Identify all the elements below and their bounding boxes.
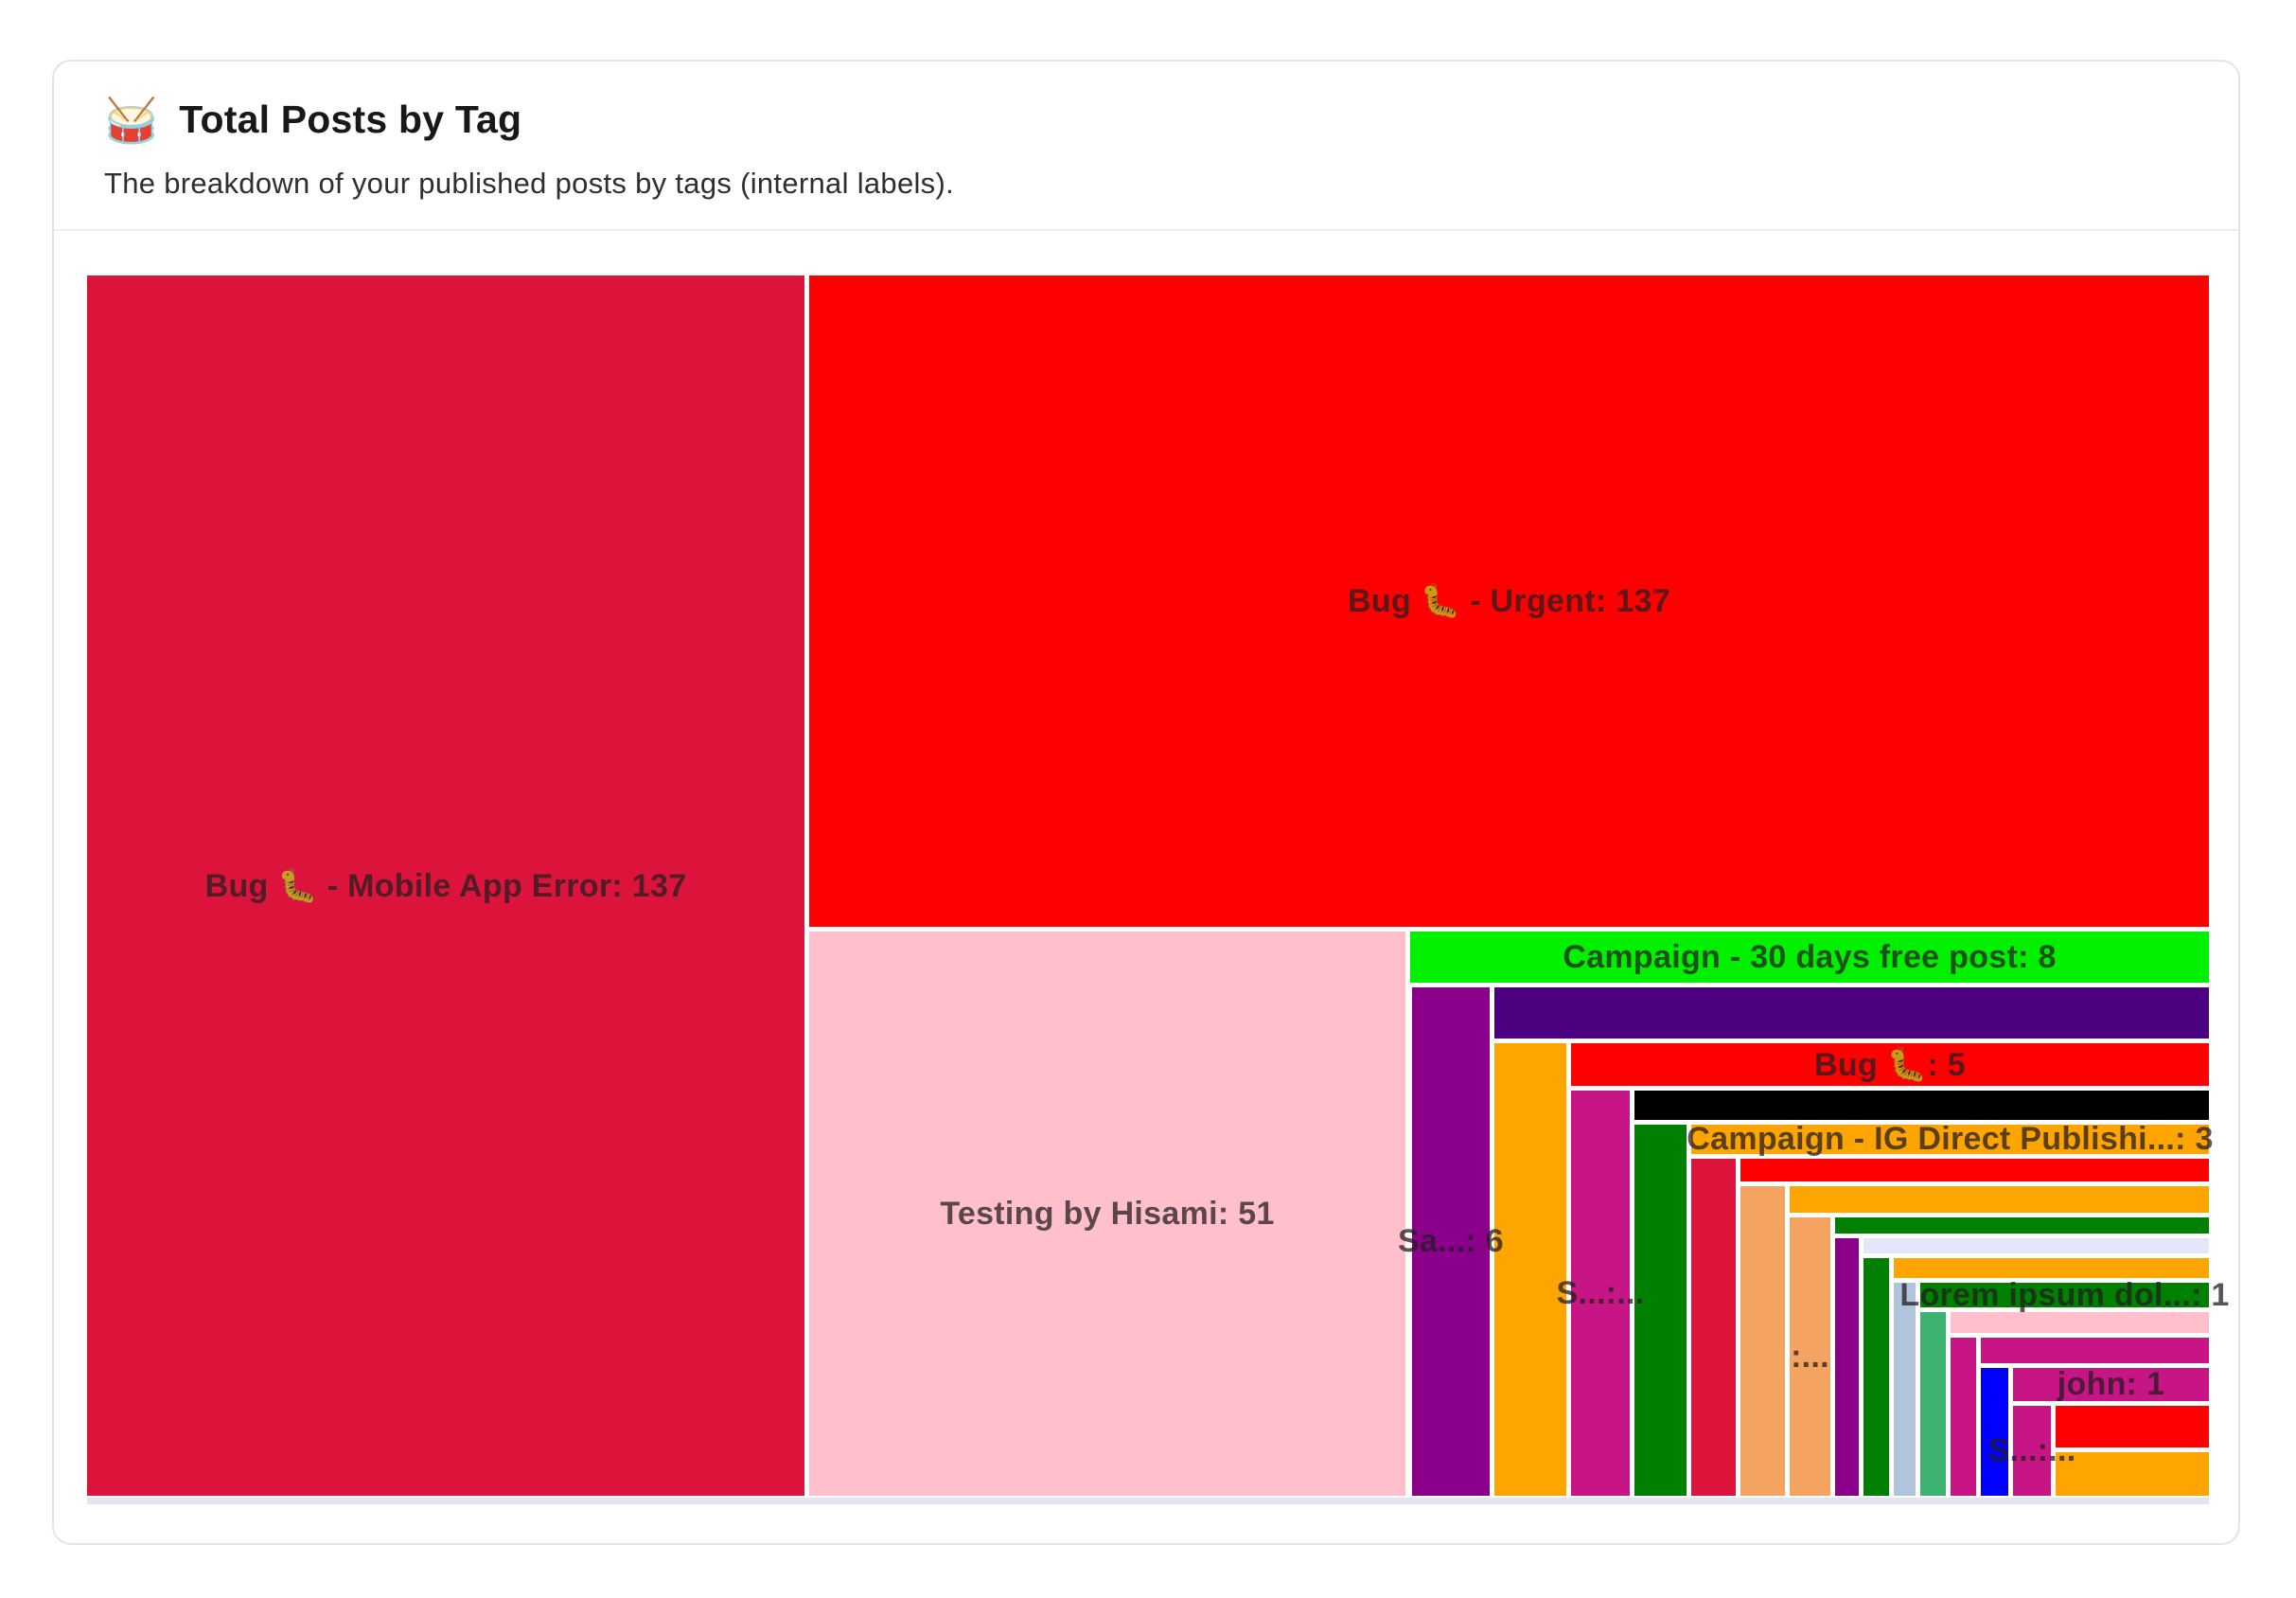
cell-orange-strip-1[interactable]	[1494, 1043, 1566, 1496]
cell-magenta-strip-3-label: S...:...	[1987, 1432, 2076, 1468]
cell-campaign-30-days[interactable]: Campaign - 30 days free post: 8	[1410, 932, 2209, 983]
cell-lorem-ipsum[interactable]: Lorem ipsum dol...: 1	[1899, 1277, 2229, 1313]
cell-green-strip-2[interactable]	[1863, 1258, 1889, 1496]
cell-magenta-strip-1-label: S...:...	[1556, 1274, 1645, 1311]
cell-sa-6-label: Sa...: 6	[1398, 1223, 1505, 1259]
cell-john-1-label: john: 1	[2057, 1366, 2165, 1402]
cell-seagreen-strip[interactable]	[1920, 1312, 1946, 1496]
cell-bug-urgent[interactable]: Bug 🐛 - Urgent: 137	[809, 275, 2209, 927]
cell-sandy-strip-1[interactable]	[1740, 1186, 1785, 1496]
cell-testing-by-hisami-label: Testing by Hisami: 51	[940, 1195, 1275, 1232]
cell-purple-strip-2[interactable]	[1835, 1238, 1859, 1496]
total-posts-by-tag-card: 🥁 Total Posts by Tag The breakdown of yo…	[52, 60, 2240, 1545]
cell-magenta-strip-1[interactable]: S...:...	[1556, 1091, 1644, 1496]
cell-bug-mobile-app-error[interactable]: Bug 🐛 - Mobile App Error: 137	[87, 275, 804, 1496]
cell-bug-mobile-app-error-label: Bug 🐛 - Mobile App Error: 137	[204, 867, 687, 904]
treemap-baseline	[87, 1498, 2209, 1504]
page-title: Total Posts by Tag	[179, 98, 522, 141]
cell-red-bar-corner[interactable]	[2056, 1406, 2209, 1447]
cell-sandy-strip-2[interactable]: :...	[1790, 1217, 1830, 1496]
cell-magenta-strip-3[interactable]: S...:...	[1987, 1406, 2075, 1496]
cell-crimson-strip[interactable]	[1691, 1159, 1736, 1496]
cell-bug-5-label: Bug 🐛: 5	[1814, 1046, 1966, 1083]
cell-pink-bar[interactable]	[1951, 1312, 2209, 1333]
cell-orange-bar-3[interactable]	[1894, 1258, 2209, 1278]
cell-campaign-30-days-label: Campaign - 30 days free post: 8	[1563, 938, 2057, 975]
cell-lightsteelblue-strip[interactable]	[1894, 1283, 1916, 1496]
cell-campaign-ig-direct-label: Campaign - IG Direct Publishi...: 3	[1687, 1121, 2214, 1157]
cell-orange-bar-2[interactable]	[1790, 1186, 2209, 1213]
title-row: 🥁 Total Posts by Tag	[104, 98, 2185, 142]
cell-campaign-ig-direct[interactable]: Campaign - IG Direct Publishi...: 3	[1687, 1121, 2213, 1157]
cell-orange-bar-corner[interactable]	[2056, 1452, 2209, 1496]
treemap-chart: Bug 🐛 - Mobile App Error: 137 Bug 🐛 - Urg…	[87, 275, 2229, 1504]
cell-bug-urgent-label: Bug 🐛 - Urgent: 137	[1348, 583, 1670, 619]
cell-magenta-strip-2[interactable]	[1951, 1338, 1976, 1496]
cell-blue-strip[interactable]	[1981, 1368, 2008, 1496]
cell-black-bar[interactable]	[1634, 1091, 2209, 1120]
card-subtitle: The breakdown of your published posts by…	[104, 167, 955, 200]
cell-sandy-strip-2-label: :...	[1791, 1338, 1829, 1375]
cell-lorem-ipsum-label: Lorem ipsum dol...: 1	[1899, 1276, 2230, 1313]
cell-green-strip-1[interactable]	[1634, 1125, 1687, 1496]
cell-red-bar-thin[interactable]	[1740, 1159, 2209, 1181]
drum-icon: 🥁	[104, 95, 159, 145]
card-header: 🥁 Total Posts by Tag The breakdown of yo…	[54, 62, 2238, 231]
cell-testing-by-hisami[interactable]: Testing by Hisami: 51	[809, 932, 1405, 1496]
cell-magenta-bar-2[interactable]	[1981, 1338, 2209, 1363]
cell-bug-5[interactable]: Bug 🐛: 5	[1571, 1043, 2209, 1086]
cell-sa-6[interactable]: Sa...: 6	[1398, 987, 1504, 1496]
cell-indigo-bar[interactable]	[1494, 987, 2209, 1039]
cell-green-bar-thin[interactable]	[1835, 1217, 2209, 1234]
cell-lavender-bar[interactable]	[1863, 1238, 2209, 1253]
cell-john-1[interactable]: john: 1	[2013, 1366, 2209, 1402]
